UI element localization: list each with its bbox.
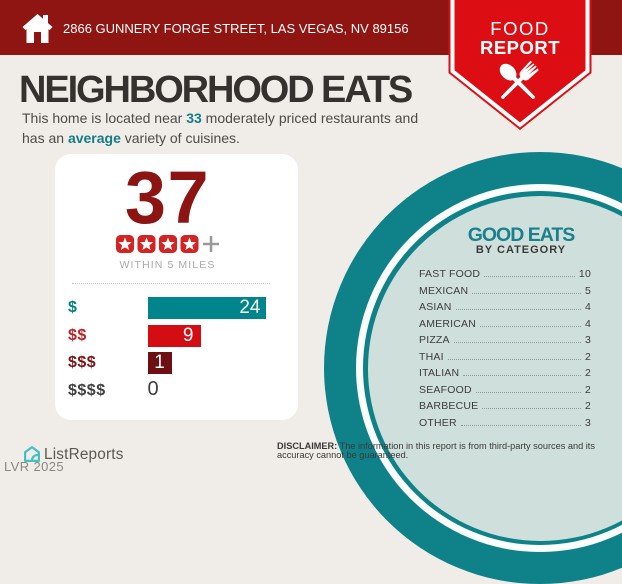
svg-text:REPORT: REPORT [480, 37, 560, 58]
svg-text:FOOD: FOOD [490, 18, 549, 39]
